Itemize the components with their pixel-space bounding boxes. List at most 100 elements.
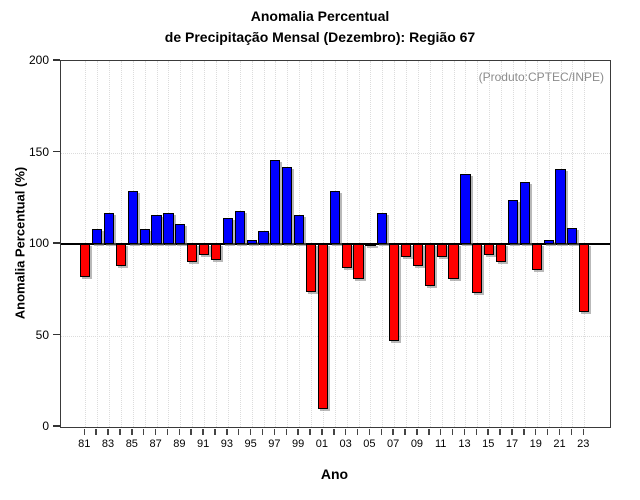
bar-20 xyxy=(543,240,554,244)
x-tick-98 xyxy=(285,429,287,435)
x-tick-13 xyxy=(463,429,466,435)
bar-01 xyxy=(317,244,328,409)
bar-06 xyxy=(377,212,388,244)
bar-22 xyxy=(567,227,578,244)
bar-10 xyxy=(424,244,435,287)
x-tick-label-95: 95 xyxy=(244,438,257,450)
x-tick-93 xyxy=(226,429,228,435)
x-tick-label-03: 03 xyxy=(339,438,352,450)
x-tick-16 xyxy=(499,429,501,435)
x-tick-11 xyxy=(439,429,442,435)
x-tick-84 xyxy=(119,429,121,435)
bar-85 xyxy=(127,190,138,244)
bar-99 xyxy=(294,214,305,244)
bar-90 xyxy=(187,244,198,263)
y-tick-200 xyxy=(53,59,60,61)
bar-81 xyxy=(80,244,91,277)
x-tick-99 xyxy=(297,429,299,435)
bar-97 xyxy=(270,159,281,244)
x-tick-97 xyxy=(273,429,276,435)
bar-02 xyxy=(329,190,340,244)
x-axis-title: Ano xyxy=(320,466,349,482)
y-tick-label-200: 200 xyxy=(28,53,49,67)
bar-04 xyxy=(353,244,364,279)
bar-87 xyxy=(151,214,162,244)
bar-15 xyxy=(484,244,495,255)
x-tick-23 xyxy=(582,429,584,435)
x-tick-17 xyxy=(511,429,513,435)
bar-07 xyxy=(389,244,400,341)
bar-89 xyxy=(175,223,186,244)
x-tick-21 xyxy=(558,429,561,435)
bar-95 xyxy=(246,240,257,244)
x-tick-96 xyxy=(261,429,264,435)
bar-00 xyxy=(305,244,317,292)
y-tick-label-0: 0 xyxy=(42,419,49,433)
chart-title-line2: de Precipitação Mensal (Dezembro): Regiã… xyxy=(164,29,476,45)
x-tick-09 xyxy=(416,429,418,435)
x-tick-label-21: 21 xyxy=(553,438,566,450)
x-tick-05 xyxy=(368,429,371,435)
bar-08 xyxy=(400,244,412,257)
bar-84 xyxy=(115,244,127,266)
x-tick-18 xyxy=(523,429,525,435)
x-tick-label-83: 83 xyxy=(101,438,115,450)
x-tick-label-89: 89 xyxy=(173,438,186,450)
y-tick-0 xyxy=(53,425,60,427)
x-tick-14 xyxy=(475,429,478,435)
x-tick-85 xyxy=(131,429,133,435)
x-tick-10 xyxy=(428,429,430,435)
bar-13 xyxy=(460,174,471,244)
x-tick-label-09: 09 xyxy=(410,438,424,450)
x-tick-83 xyxy=(107,429,109,435)
x-tick-06 xyxy=(380,429,383,435)
x-tick-94 xyxy=(237,429,240,435)
baseline-100 xyxy=(61,243,610,245)
x-tick-86 xyxy=(142,429,145,435)
x-tick-04 xyxy=(356,429,359,435)
x-tick-89 xyxy=(178,429,181,435)
bar-88 xyxy=(163,212,174,244)
x-tick-label-01: 01 xyxy=(315,438,329,450)
x-tick-19 xyxy=(534,429,537,435)
bar-18 xyxy=(519,181,530,244)
x-tick-label-07: 07 xyxy=(387,438,400,450)
x-tick-label-05: 05 xyxy=(363,438,376,450)
x-tick-label-17: 17 xyxy=(505,438,519,450)
bar-19 xyxy=(531,244,542,270)
x-tick-92 xyxy=(214,429,216,435)
y-tick-label-100: 100 xyxy=(28,236,49,250)
bar-82 xyxy=(92,229,103,244)
y-tick-50 xyxy=(53,333,60,336)
x-tick-label-11: 11 xyxy=(434,438,447,450)
bar-98 xyxy=(282,167,293,244)
y-tick-150 xyxy=(53,150,60,153)
x-tick-22 xyxy=(570,429,573,435)
x-tick-87 xyxy=(154,429,157,435)
y-tick-label-150: 150 xyxy=(28,144,49,159)
x-tick-03 xyxy=(344,429,347,435)
bar-03 xyxy=(341,244,352,268)
x-tick-91 xyxy=(202,429,204,435)
x-tick-95 xyxy=(249,429,252,435)
x-tick-90 xyxy=(190,429,192,435)
x-tick-label-13: 13 xyxy=(458,438,471,450)
bar-93 xyxy=(222,218,233,244)
y-tick-100 xyxy=(53,242,60,244)
x-tick-08 xyxy=(404,429,406,435)
bar-16 xyxy=(496,244,507,263)
bar-92 xyxy=(210,244,222,261)
x-tick-88 xyxy=(166,429,169,435)
chart-title-line1: Anomalia Percentual xyxy=(250,8,390,24)
annotation-produto: (Produto:CPTEC/INPE) xyxy=(478,70,604,84)
y-tick-label-50: 50 xyxy=(35,327,49,342)
plot-area xyxy=(60,60,611,428)
x-tick-81 xyxy=(83,429,86,435)
x-tick-label-99: 99 xyxy=(292,438,305,450)
bar-11 xyxy=(436,244,447,257)
bar-14 xyxy=(472,244,483,294)
x-tick-label-85: 85 xyxy=(125,438,138,450)
bar-86 xyxy=(139,229,150,244)
bar-21 xyxy=(555,168,566,244)
bar-96 xyxy=(258,231,269,244)
